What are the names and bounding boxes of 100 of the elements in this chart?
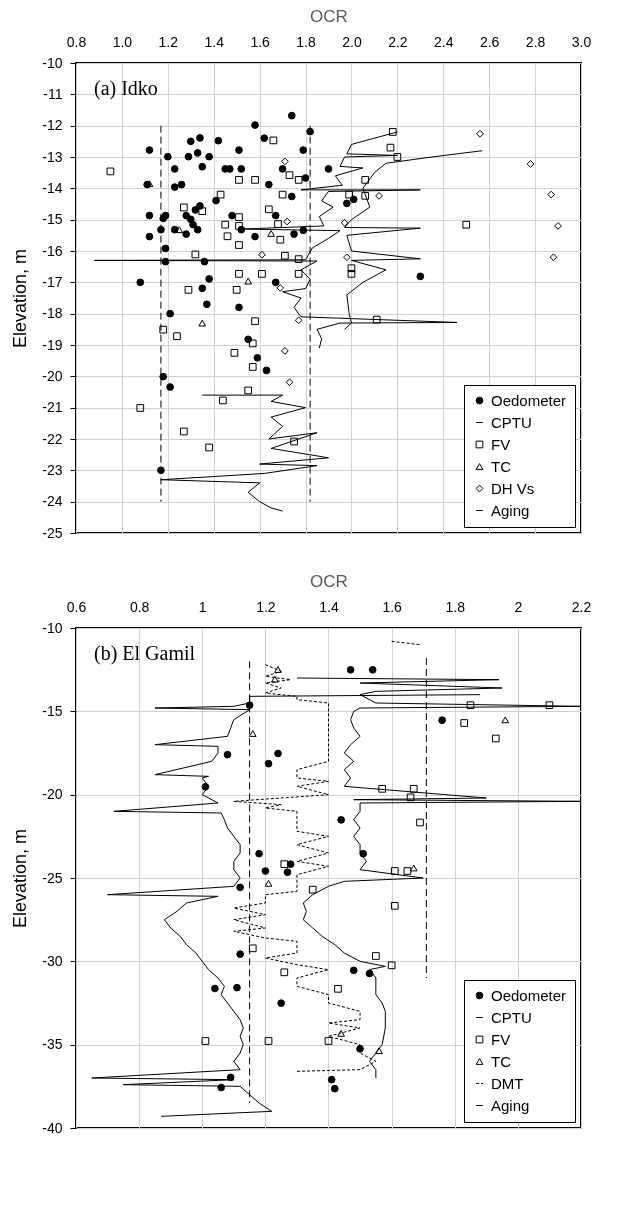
point	[136, 404, 145, 412]
point	[327, 1075, 336, 1084]
y-tick-label: -10	[42, 619, 63, 636]
point	[223, 750, 232, 759]
x-tick-label: 0.8	[129, 598, 150, 615]
y-tick-label: -25	[42, 869, 63, 886]
point	[462, 220, 471, 229]
point	[294, 270, 303, 278]
point	[251, 176, 259, 184]
y-tick-label: -24	[42, 493, 63, 510]
point	[501, 716, 510, 724]
legend-label: TC	[491, 1052, 512, 1070]
y-tick-label: -11	[43, 85, 63, 102]
point	[393, 153, 402, 161]
point	[361, 192, 370, 200]
point	[106, 167, 115, 176]
point	[248, 730, 257, 737]
x-tick-label: 2.6	[479, 33, 500, 50]
point	[330, 1084, 339, 1093]
y-tick-label: -35	[42, 1036, 63, 1053]
point	[258, 270, 266, 278]
legend-label: CPTU	[491, 1008, 532, 1026]
x-tick-label: 2.8	[525, 33, 546, 50]
point	[375, 192, 383, 200]
legend-label: CPTU	[491, 413, 532, 431]
point	[226, 1073, 235, 1082]
y-tick-label: -15	[42, 211, 63, 228]
point	[244, 386, 253, 395]
y-tick-label: -20	[42, 786, 63, 803]
point	[235, 176, 243, 184]
legend-label: FV	[491, 435, 511, 453]
point	[267, 230, 275, 237]
point	[175, 226, 184, 234]
point	[270, 675, 279, 683]
point	[223, 232, 232, 241]
point	[349, 966, 358, 975]
point	[281, 251, 289, 260]
point	[232, 286, 241, 294]
point	[337, 815, 345, 824]
x-tick-label: 1	[198, 598, 207, 615]
x-tick-label: 1.6	[250, 33, 271, 50]
point	[233, 983, 241, 992]
x-axis-title: OCR	[310, 571, 348, 591]
y-axis-title: Elevation, m	[10, 828, 31, 929]
x-tick-label: 0.6	[66, 598, 87, 615]
point	[286, 860, 295, 869]
point	[236, 883, 244, 892]
y-tick-label: -22	[42, 430, 63, 447]
x-tick-label: 2.4	[434, 33, 454, 50]
x-tick-label: 1.8	[296, 33, 316, 50]
point	[372, 315, 381, 324]
annotation: (b) El Gamil	[94, 642, 196, 665]
x-tick-label: 2.2	[571, 598, 592, 615]
point	[221, 220, 230, 229]
point	[198, 207, 207, 216]
y-tick-label: -16	[42, 242, 63, 259]
legend-label: Aging	[491, 1096, 530, 1114]
x-tick-label: 1.4	[204, 33, 225, 50]
point	[191, 250, 200, 259]
y-tick-label: -17	[42, 273, 63, 290]
x-axis-title: OCR	[310, 6, 348, 26]
point	[235, 241, 243, 249]
point	[173, 332, 181, 341]
y-tick-label: -25	[42, 524, 63, 541]
x-tick-label: 2	[514, 598, 523, 615]
point	[235, 270, 243, 278]
x-tick-label: 1.4	[319, 598, 339, 615]
point	[274, 666, 282, 673]
point	[205, 443, 213, 452]
point	[248, 944, 257, 953]
point	[347, 264, 356, 273]
y-tick-label: -20	[42, 367, 63, 384]
x-tick-label: 1.2	[158, 33, 179, 50]
x-tick-label: 2.2	[388, 33, 408, 50]
y-tick-label: -12	[42, 117, 63, 134]
point	[264, 879, 273, 887]
point	[180, 203, 188, 212]
point	[264, 205, 273, 214]
legend-label: Oedometer	[491, 391, 567, 409]
point	[545, 701, 554, 710]
point	[466, 701, 475, 710]
point	[491, 734, 500, 743]
point	[290, 437, 298, 446]
point	[159, 325, 168, 334]
point	[251, 317, 259, 326]
point	[438, 716, 446, 725]
point	[334, 984, 342, 993]
point	[274, 749, 282, 758]
y-tick-label: -18	[42, 305, 63, 322]
point	[387, 961, 396, 970]
point	[264, 759, 273, 768]
point	[388, 128, 397, 136]
point	[390, 901, 399, 910]
point	[285, 171, 294, 180]
point	[346, 665, 355, 674]
point	[269, 136, 278, 145]
point	[278, 190, 287, 199]
point	[406, 793, 415, 802]
point	[216, 190, 225, 199]
point	[184, 286, 193, 294]
